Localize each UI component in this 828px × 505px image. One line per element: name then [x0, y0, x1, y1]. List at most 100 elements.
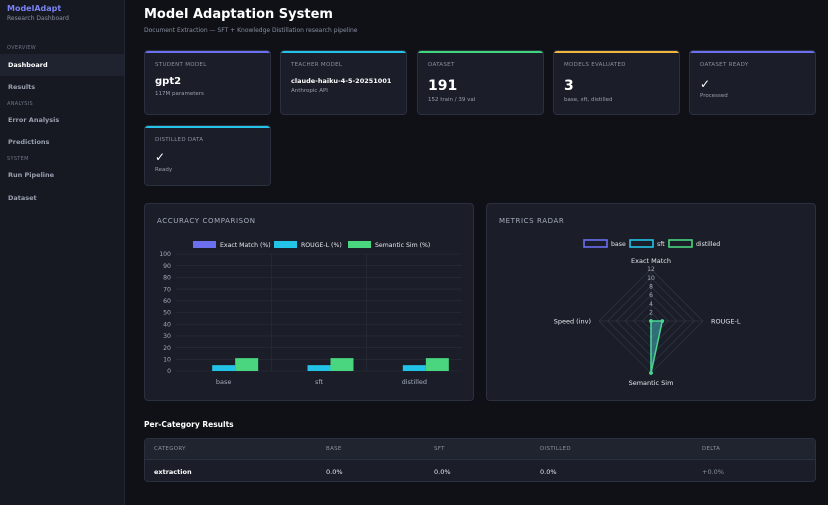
cell-distilled: 0.0%	[540, 468, 557, 476]
card-sub: base, sft, distilled	[564, 97, 613, 103]
card-accent-bar	[281, 51, 406, 53]
radar-tick-label: 4	[649, 301, 653, 308]
nav-item-error-analysis[interactable]: Error Analysis	[8, 116, 60, 124]
card-value: 191	[428, 78, 458, 94]
cell-sft: 0.0%	[434, 468, 451, 476]
card-accent-bar	[554, 51, 679, 53]
y-tick-label: 70	[163, 286, 171, 293]
check-icon: ✓	[155, 150, 166, 164]
legend-swatch	[668, 239, 693, 248]
bar	[425, 358, 449, 371]
y-tick-label: 0	[167, 368, 171, 375]
card-label: DATASET READY	[700, 62, 749, 68]
card-label: DISTILLED DATA	[155, 137, 204, 143]
card-sub: Ready	[155, 167, 173, 173]
legend-swatch	[193, 241, 216, 248]
bar	[212, 365, 236, 371]
per-category-table: CATEGORY BASE SFT DISTILLED DELTA extrac…	[144, 438, 816, 482]
legend-label: sft	[657, 241, 665, 248]
y-tick-label: 90	[163, 263, 171, 270]
main-content: Model Adaptation System Document Extract…	[126, 0, 828, 505]
card-label: STUDENT MODEL	[155, 62, 207, 68]
radar-tick-label: 2	[649, 310, 653, 317]
accuracy-comparison-panel: ACCURACY COMPARISON Exact Match (%) ROUGE…	[144, 203, 474, 401]
x-tick-label: sft	[315, 378, 324, 386]
card-accent-bar	[690, 51, 815, 53]
page-title: Model Adaptation System	[144, 7, 333, 22]
nav-item-predictions[interactable]: Predictions	[8, 138, 50, 146]
radar-axis-label: ROUGE-L	[711, 318, 741, 326]
y-tick-label: 50	[163, 310, 171, 317]
bar	[330, 358, 354, 371]
y-tick-label: 100	[159, 251, 171, 258]
cell-delta: +0.0%	[702, 468, 724, 476]
card-sub: 117M parameters	[155, 91, 204, 97]
radar-point	[660, 319, 665, 323]
legend-swatch	[629, 239, 654, 248]
check-icon: ✓	[700, 77, 711, 91]
table-header: CATEGORY BASE SFT DISTILLED DELTA	[145, 439, 815, 460]
nav-item-run-pipeline[interactable]: Run Pipeline	[8, 171, 55, 179]
card-label: DATASET	[428, 62, 455, 68]
radar-panel-title: METRICS RADAR	[499, 217, 565, 225]
sidebar: ModelAdapt Research Dashboard OVERVIEW D…	[0, 0, 125, 505]
card-distilled-data: DISTILLED DATA ✓ Ready	[144, 125, 271, 186]
card-label: MODELS EVALUATED	[564, 62, 626, 68]
nav-item-results[interactable]: Results	[8, 83, 36, 91]
radar-point	[649, 371, 653, 375]
radar-tick-label: 12	[647, 266, 655, 273]
metrics-radar-panel: METRICS RADAR base sft distilled 2 4 6 8 10 12 Ex…	[486, 203, 816, 401]
y-tick-label: 30	[163, 333, 171, 340]
y-tick-label: 60	[163, 298, 171, 305]
card-sub: Anthropic API	[291, 88, 328, 94]
nav-section-analysis: ANALYSIS	[7, 101, 33, 107]
legend-swatch	[348, 241, 371, 248]
column-header-distilled: DISTILLED	[540, 446, 571, 452]
nav-item-dataset[interactable]: Dataset	[8, 194, 37, 202]
nav-item-dashboard[interactable]: Dashboard	[0, 54, 124, 76]
card-accent-bar	[418, 51, 543, 53]
radar-point	[649, 319, 653, 323]
y-tick-label: 40	[163, 321, 171, 328]
legend-label: Exact Match (%)	[220, 242, 271, 249]
nav-section-overview: OVERVIEW	[7, 45, 37, 51]
card-sub: Processed	[700, 93, 728, 99]
brand-title[interactable]: ModelAdapt	[7, 4, 62, 13]
legend-swatch	[583, 239, 608, 248]
legend-label: ROUGE-L (%)	[301, 242, 342, 249]
card-value: 3	[564, 78, 574, 94]
radar-axis-label: Speed (inv)	[554, 318, 591, 326]
accuracy-bar-chart: Exact Match (%) ROUGE-L (%) Semantic Sim (…	[159, 241, 462, 386]
brand-subtitle: Research Dashboard	[7, 15, 69, 22]
card-sub: 152 train / 39 val	[428, 97, 476, 103]
bar	[402, 365, 426, 371]
column-header-delta: DELTA	[702, 446, 721, 452]
radar-series-distilled	[650, 320, 664, 374]
y-tick-label: 80	[163, 275, 171, 282]
legend-label: distilled	[696, 241, 720, 248]
card-label: TEACHER MODEL	[291, 62, 343, 68]
radar-tick-label: 8	[649, 284, 653, 291]
cell-base: 0.0%	[326, 468, 343, 476]
column-header-base: BASE	[326, 446, 342, 452]
card-student-model: STUDENT MODEL gpt2 117M parameters	[144, 50, 271, 115]
card-dataset: DATASET 191 152 train / 39 val	[417, 50, 544, 115]
bar	[235, 358, 259, 371]
card-models-evaluated: MODELS EVALUATED 3 base, sft, distilled	[553, 50, 680, 115]
legend-swatch	[274, 241, 297, 248]
cell-category: extraction	[154, 468, 192, 476]
accuracy-panel-title: ACCURACY COMPARISON	[157, 217, 256, 225]
page-subtitle: Document Extraction — SFT + Knowledge Di…	[144, 27, 358, 34]
x-tick-label: distilled	[402, 378, 427, 386]
card-accent-bar	[145, 126, 270, 128]
card-value: gpt2	[155, 76, 182, 87]
radar-axis-label: Exact Match	[631, 257, 671, 265]
radar-tick-label: 6	[649, 292, 653, 299]
per-category-title: Per-Category Results	[144, 420, 234, 429]
column-header-sft: SFT	[434, 446, 445, 452]
legend-label: base	[611, 241, 626, 248]
x-tick-label: base	[216, 378, 232, 386]
nav-section-system: SYSTEM	[7, 156, 29, 162]
radar-axis-label: Semantic Sim	[629, 379, 674, 387]
